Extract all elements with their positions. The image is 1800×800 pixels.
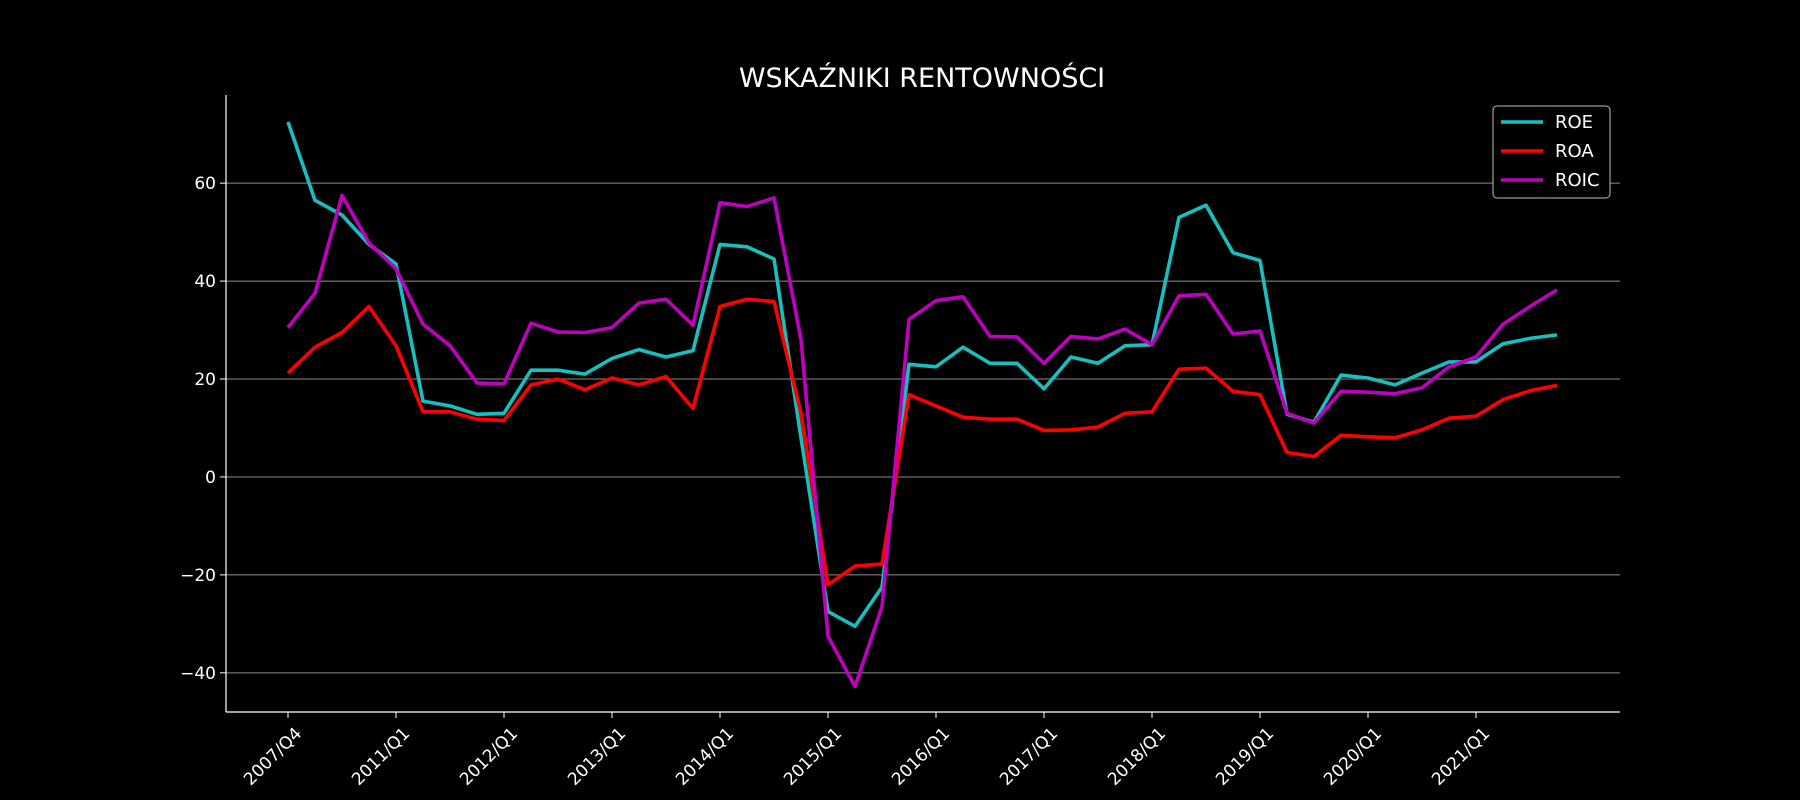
- x-tick-label: 2019/Q1: [1212, 724, 1278, 790]
- grid-layer: [226, 182, 1620, 674]
- series-line-roe: [286, 121, 1558, 629]
- x-tick-label: 2011/Q1: [348, 724, 414, 790]
- series-layer: [286, 121, 1558, 689]
- chart-title: WSKAŹNIKI RENTOWNOŚCI: [739, 62, 1105, 94]
- legend-label-roe: ROE: [1555, 112, 1593, 133]
- y-tick-label: −20: [180, 566, 216, 586]
- series-line-roic: [286, 193, 1558, 689]
- x-tick-label: 2013/Q1: [564, 724, 630, 790]
- legend-label-roa: ROA: [1555, 141, 1594, 162]
- legend-label-roic: ROIC: [1555, 170, 1600, 191]
- x-tick-label: 2020/Q1: [1320, 724, 1386, 790]
- legend: ROE ROA ROIC: [1492, 105, 1611, 199]
- x-tick-label: 2016/Q1: [888, 724, 954, 790]
- x-tick-label: 2021/Q1: [1428, 724, 1494, 790]
- y-tick-label: 0: [205, 468, 216, 488]
- y-tick-label: 40: [194, 272, 216, 292]
- x-tick-label: 2018/Q1: [1104, 724, 1170, 790]
- x-tick-label: 2007/Q4: [240, 724, 306, 790]
- legend-box: [1492, 105, 1611, 199]
- x-tick-label: 2014/Q1: [672, 724, 738, 790]
- x-tick-label: 2012/Q1: [456, 724, 522, 790]
- y-tick-label: −40: [180, 664, 216, 684]
- series-line-roa: [286, 297, 1558, 587]
- x-tick-label: 2017/Q1: [996, 724, 1062, 790]
- y-tick-label: 60: [194, 174, 216, 194]
- x-tick-label: 2015/Q1: [780, 724, 846, 790]
- y-tick-label: 20: [194, 370, 216, 390]
